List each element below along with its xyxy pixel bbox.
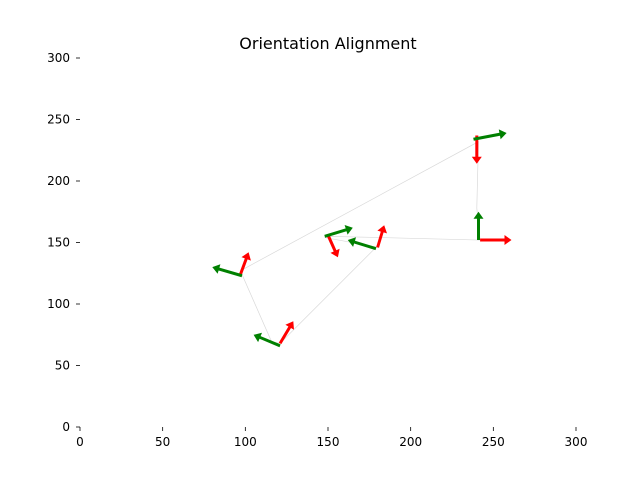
y-tick-label-3: 150 bbox=[47, 236, 70, 250]
x-tick-label-5: 250 bbox=[482, 435, 505, 449]
x-tick-label-4: 200 bbox=[399, 435, 422, 449]
arrow-s0-2 bbox=[239, 252, 251, 275]
arrow-s0-4 bbox=[376, 225, 387, 248]
arrow-s1-5 bbox=[324, 225, 353, 238]
y-tick-label-2: 100 bbox=[47, 297, 70, 311]
y-tick-label-0: 0 bbox=[62, 420, 70, 434]
arrow-s0-1 bbox=[471, 135, 482, 164]
arrow-s1-2 bbox=[212, 264, 243, 278]
arrow-s0-3 bbox=[278, 321, 294, 345]
x-tick-label-2: 100 bbox=[234, 435, 257, 449]
arrow-s0-5 bbox=[326, 234, 340, 258]
x-tick-label-1: 50 bbox=[155, 435, 170, 449]
chart-title: Orientation Alignment bbox=[239, 34, 416, 53]
arrows bbox=[212, 129, 512, 348]
x-tick-label-0: 0 bbox=[76, 435, 84, 449]
arrow-s0-0 bbox=[480, 235, 512, 245]
x-tick-label-6: 300 bbox=[565, 435, 588, 449]
arrow-s1-0 bbox=[473, 211, 484, 240]
arrow-s1-4 bbox=[347, 237, 377, 251]
y-tick-label-4: 200 bbox=[47, 174, 70, 188]
y-tick-label-6: 300 bbox=[47, 51, 70, 65]
y-tick-label-5: 250 bbox=[47, 113, 70, 127]
arrow-s1-1 bbox=[473, 129, 507, 141]
axes: 0 50 100 150 200 250 300 0 50 100 150 200 250 300 bbox=[47, 51, 587, 449]
y-tick-label-1: 50 bbox=[55, 359, 70, 373]
x-tick-label-3: 150 bbox=[317, 435, 340, 449]
arrow-s1-3 bbox=[253, 332, 281, 348]
